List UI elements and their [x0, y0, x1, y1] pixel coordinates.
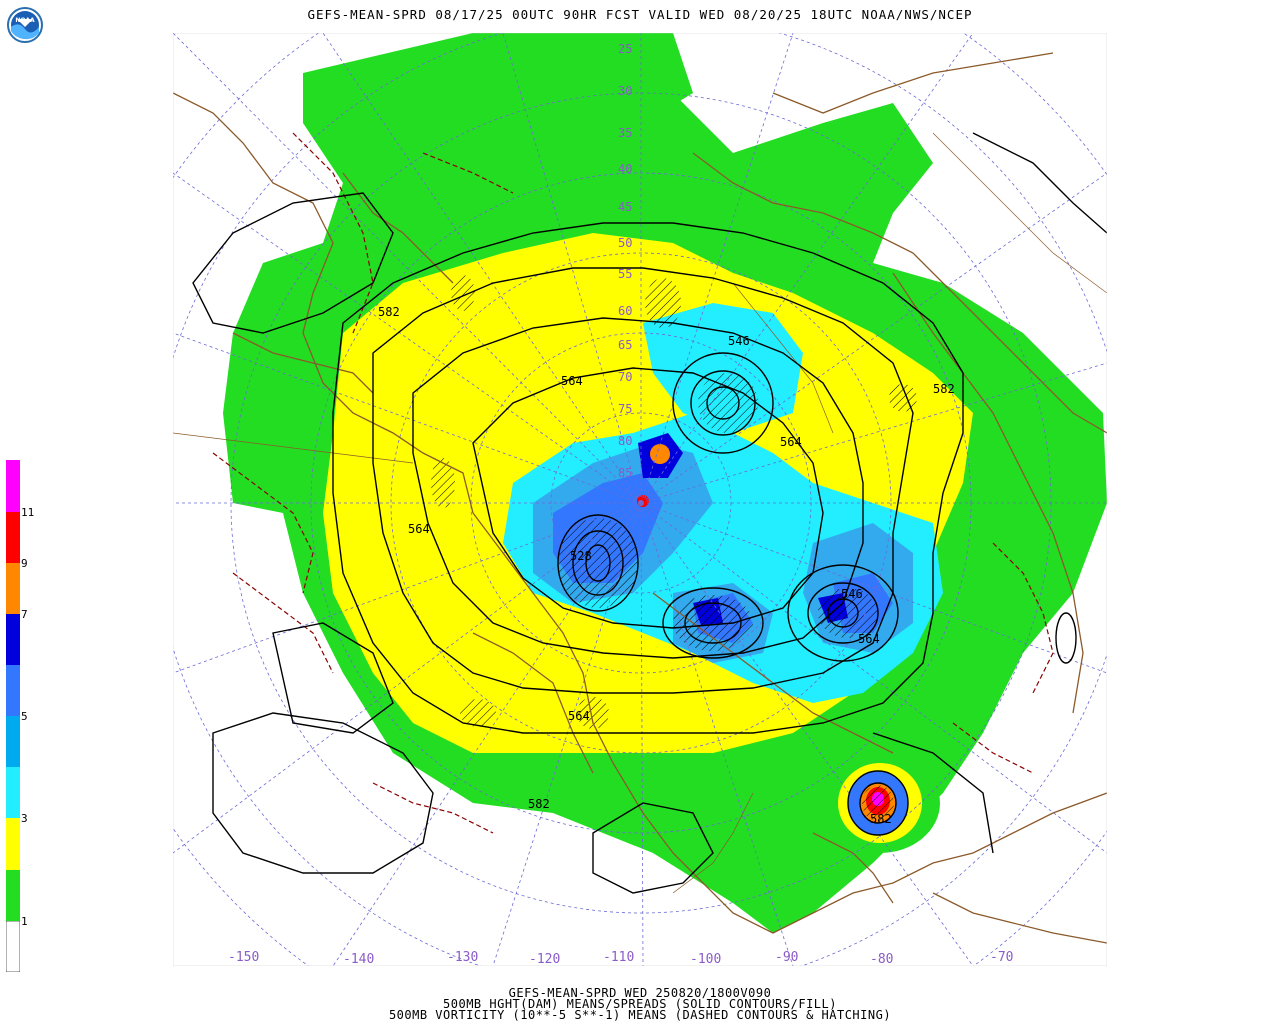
footer-line-3: 500MB VORTICITY (10**-5 S**-1) MEANS (DA… — [388, 1008, 892, 1022]
lat-label: 40 — [618, 162, 632, 176]
vorticity-hatch — [451, 275, 475, 311]
colorbar-label: 7 — [21, 608, 28, 621]
lat-label: 85 — [618, 466, 632, 480]
lat-label: 30 — [618, 84, 632, 98]
lat-label: 45 — [618, 200, 632, 214]
lon-label: -80 — [870, 952, 894, 967]
lat-label: 75 — [618, 402, 632, 416]
vorticity-hatch — [431, 458, 455, 508]
vorticity-contours — [212, 132, 1054, 834]
contour-label: 564 — [858, 632, 880, 646]
lat-label: 50 — [618, 236, 632, 250]
contour-label: 582 — [528, 797, 550, 811]
logo-text: NOAA — [15, 17, 35, 24]
vorticity-hatch — [862, 785, 894, 821]
contour-label: 564 — [408, 522, 430, 536]
colorbar-label: 5 — [21, 710, 28, 723]
map-title: GEFS-MEAN-SPRD 08/17/25 00UTC 90HR FCST … — [307, 7, 973, 22]
contour-label: 564 — [561, 374, 583, 388]
lon-label: -130 — [447, 950, 479, 965]
lat-label: 35 — [618, 126, 632, 140]
lon-label: -150 — [228, 950, 260, 965]
contour-label: 582 — [933, 382, 955, 396]
contour-label: 528 — [570, 549, 592, 563]
contour-labels: 582 564 546 564 582 564 528 546 564 564 … — [378, 305, 955, 826]
contour-label: 546 — [728, 334, 750, 348]
graticule — [173, 33, 1107, 966]
spread-fill-green-3 — [773, 123, 893, 203]
colorbar-label: 3 — [21, 812, 28, 825]
colorbar-label: 9 — [21, 557, 28, 570]
height-contours — [192, 132, 1107, 894]
colorbar-label: 11 — [21, 506, 35, 519]
contour-label: 564 — [568, 709, 590, 723]
lat-label: 65 — [618, 338, 632, 352]
colorbar-label: 1 — [21, 915, 28, 928]
vorticity-hatch — [698, 373, 758, 433]
lon-label: -100 — [690, 952, 722, 967]
contour-label: 564 — [780, 435, 802, 449]
spread-core-orange — [650, 444, 670, 464]
forecast-map: 25 30 35 40 45 50 55 60 65 70 75 80 85 5… — [173, 33, 1107, 966]
lat-label: 80 — [618, 434, 632, 448]
vorticity-hatch — [460, 699, 496, 727]
lon-label: -140 — [343, 952, 375, 967]
lon-label: -120 — [529, 952, 561, 967]
contour-label: 582 — [870, 812, 892, 826]
lat-label: 55 — [618, 267, 632, 281]
footer-line-2: 500MB HGHT(DAM) MEANS/SPREADS (SOLID CON… — [443, 997, 837, 1011]
lat-label: 25 — [618, 42, 632, 56]
spread-fill-cyan-2 — [643, 303, 803, 433]
lon-label: -110 — [603, 950, 635, 965]
vorticity-hatch — [645, 278, 681, 328]
lon-label: -70 — [990, 950, 1014, 965]
lat-label: 70 — [618, 370, 632, 384]
vorticity-hatch — [577, 697, 609, 729]
vorticity-hatch — [818, 588, 878, 638]
contour-label: 582 — [378, 305, 400, 319]
contour-label: 546 — [841, 587, 863, 601]
spread-fill-green-2 — [573, 33, 693, 123]
lat-label: 60 — [618, 304, 632, 318]
footer-line-1: GEFS-MEAN-SPRD WED 250820/1800V090 — [508, 986, 772, 1000]
latitude-labels: 25 30 35 40 45 50 55 60 65 70 75 80 85 — [618, 42, 632, 480]
lon-label: -90 — [775, 950, 799, 965]
noaa-logo-icon: NOAA — [7, 7, 43, 43]
vorticity-hatch — [558, 518, 638, 608]
spread-colorbar — [6, 460, 20, 972]
coastlines — [173, 52, 1107, 944]
